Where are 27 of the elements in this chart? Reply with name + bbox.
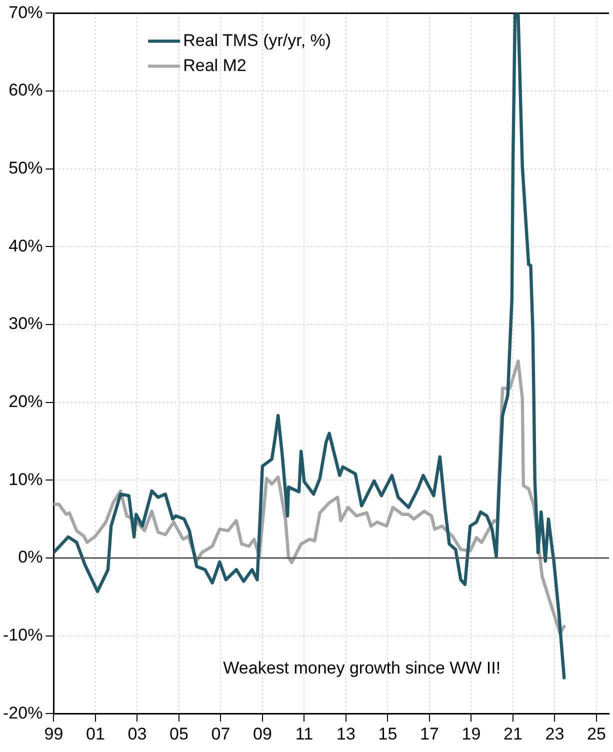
y-tick-label: 10%: [8, 470, 43, 489]
x-tick-label: 15: [378, 724, 398, 744]
y-tick-label: 40%: [8, 236, 43, 256]
x-tick-label: 25: [587, 724, 606, 744]
legend-label: Real TMS (yr/yr, %): [183, 30, 332, 50]
annotation: Weakest money growth since WW II!: [223, 658, 501, 678]
x-tick-label: 11: [295, 724, 314, 744]
legend-label: Real M2: [183, 56, 246, 75]
x-tick-label: 05: [169, 724, 188, 744]
x-tick-label: 21: [504, 724, 522, 744]
x-tick-label: 13: [336, 724, 356, 744]
x-tick-label: 09: [252, 724, 272, 744]
y-tick-label: -10%: [3, 625, 43, 644]
x-tick-label: 03: [128, 724, 147, 744]
x-tick-label: 17: [420, 724, 439, 744]
y-tick-label: 70%: [8, 2, 43, 22]
y-tick-label: 60%: [8, 80, 43, 100]
y-tick-label: 0%: [18, 548, 43, 567]
y-tick-label: 20%: [8, 392, 43, 411]
x-tick-label: 99: [44, 724, 64, 744]
y-tick-label: -20%: [3, 703, 43, 722]
y-tick-label: 30%: [8, 314, 43, 334]
x-tick-label: 07: [211, 724, 230, 744]
x-tick-label: 19: [462, 724, 481, 744]
x-tick-label: 01: [86, 724, 105, 744]
y-tick-label: 50%: [8, 158, 43, 178]
x-tick-label: 23: [545, 724, 564, 744]
